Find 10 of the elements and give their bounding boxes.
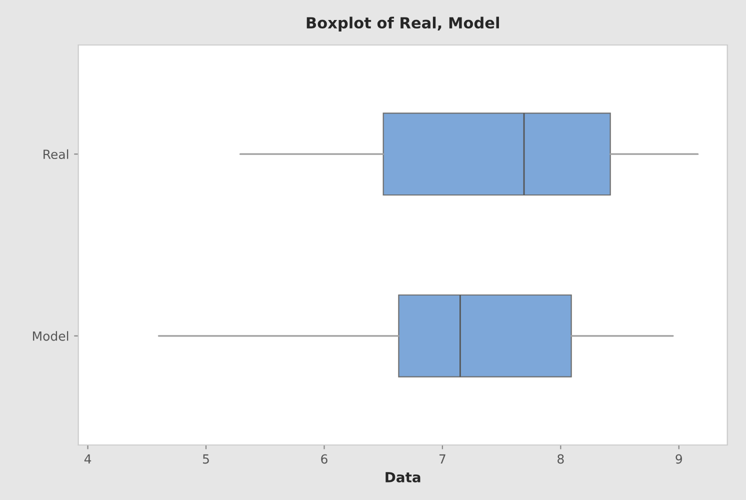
chart-title: Boxplot of Real, Model [306,16,499,32]
y-tick-label: Model [32,331,68,341]
x-axis-title: Data [386,472,420,482]
x-tick-label: 8 [558,454,564,464]
x-tick-label: 5 [202,454,209,464]
x-tick-label: 4 [84,454,92,464]
x-tick-label: 6 [321,454,328,464]
y-tick-label: Real [44,149,68,160]
x-tick-label: 7 [439,454,446,464]
x-tick-label: 9 [676,454,682,464]
